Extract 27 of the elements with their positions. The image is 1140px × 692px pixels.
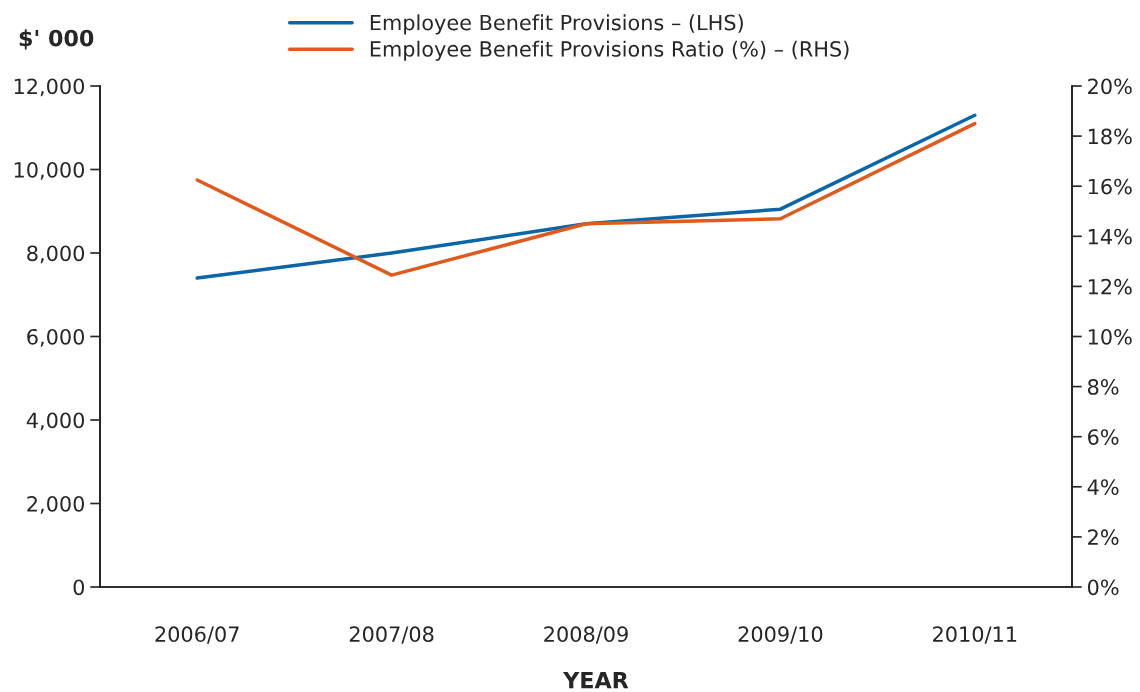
y2-tick-label: 2% xyxy=(1088,529,1119,546)
y2-tick-label: 16% xyxy=(1088,178,1132,195)
y2-tick-label: 8% xyxy=(1088,379,1119,395)
y2-tick-label: 14% xyxy=(1088,228,1132,245)
y-tick-label: 10,000 xyxy=(14,161,85,180)
x-tick-label: 2009/10 xyxy=(738,626,823,644)
y-tick-label: 12,000 xyxy=(14,78,85,97)
y-axis-title: $' 000 xyxy=(19,29,94,50)
y2-tick-label: 6% xyxy=(1088,429,1119,445)
x-tick-label: 2010/11 xyxy=(933,626,1017,644)
y2-tick-label: 4% xyxy=(1087,479,1119,496)
legend-label: Employee Benefit Provisions Ratio (%) – (RHS) xyxy=(370,40,849,61)
y2-tick-label: 20% xyxy=(1088,78,1132,95)
y-tick-label: 2,000 xyxy=(27,495,85,514)
y-tick-label: 4,000 xyxy=(26,412,85,431)
y2-tick-label: 10% xyxy=(1088,328,1132,345)
y-tick-label: 0 xyxy=(73,579,85,596)
y-tick-label: 8,000 xyxy=(27,245,85,264)
x-tick-label: 2007/08 xyxy=(349,626,434,644)
x-axis-title: YEAR xyxy=(562,671,629,689)
y2-tick-label: 0% xyxy=(1087,579,1119,596)
x-tick-label: 2006/07 xyxy=(155,626,239,644)
y2-tick-label: 18% xyxy=(1088,128,1132,145)
x-tick-label: 2008/09 xyxy=(544,626,628,644)
legend-label: Employee Benefit Provisions – (LHS) xyxy=(370,14,743,35)
y2-tick-label: 12% xyxy=(1088,278,1132,295)
y-tick-label: 6,000 xyxy=(27,328,85,347)
